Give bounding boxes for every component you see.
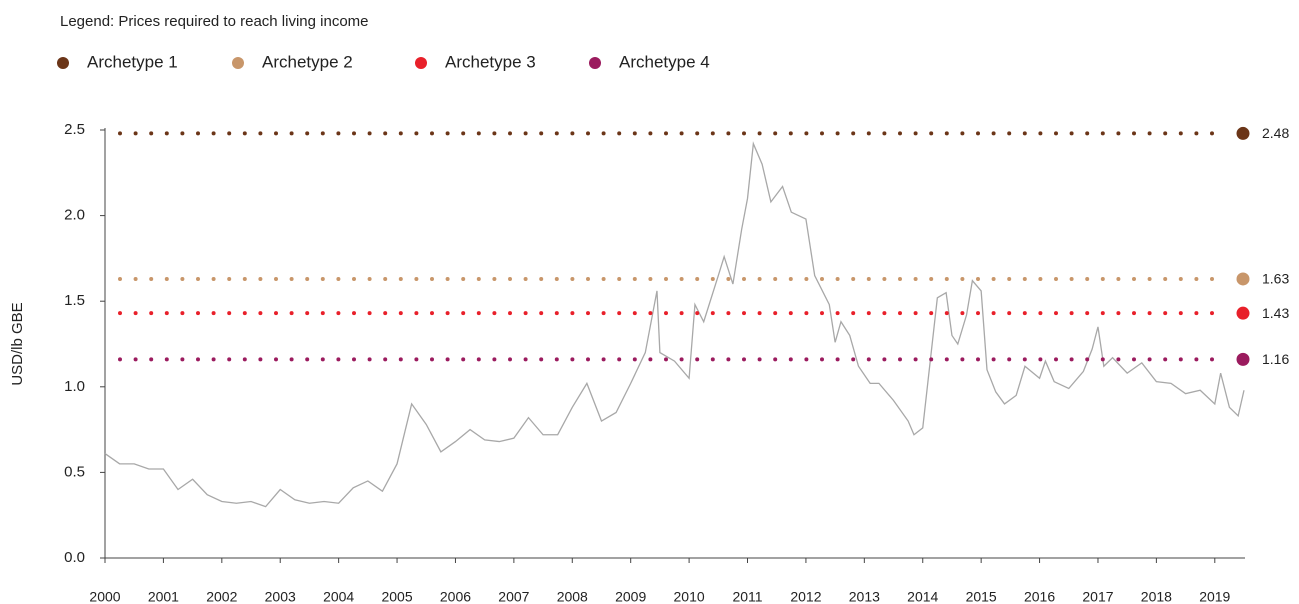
- x-tick-label: 2010: [674, 589, 705, 604]
- reference-value-label: 1.63: [1262, 271, 1289, 287]
- legend-dot: [232, 57, 244, 69]
- x-tick-label: 2018: [1141, 589, 1172, 604]
- x-tick-label: 2007: [498, 589, 529, 604]
- x-tick-label: 2009: [615, 589, 646, 604]
- x-tick-label: 2005: [381, 589, 412, 604]
- x-tick-label: 2012: [790, 589, 821, 604]
- y-tick-label: 1.0: [64, 378, 85, 395]
- x-tick-label: 2011: [732, 589, 762, 604]
- x-tick-label: 2002: [206, 589, 237, 604]
- reference-value-label: 1.43: [1262, 305, 1289, 321]
- x-tick-label: 2000: [89, 589, 120, 604]
- y-tick-label: 0.0: [64, 549, 85, 566]
- reference-value-label: 2.48: [1262, 125, 1289, 141]
- y-tick-label: 2.0: [64, 207, 85, 224]
- y-axis-label: USD/lb GBE: [9, 302, 26, 385]
- x-tick-label: 2008: [557, 589, 588, 604]
- x-tick-label: 2003: [265, 589, 296, 604]
- legend-label: Archetype 4: [619, 52, 710, 71]
- reference-end-dot: [1236, 126, 1250, 140]
- y-tick-label: 0.5: [64, 463, 85, 480]
- legend-title: Legend: Prices required to reach living …: [60, 13, 369, 30]
- price-line: [104, 141, 1245, 508]
- reference-end-dot: [1236, 352, 1250, 366]
- legend-dot: [589, 57, 601, 69]
- y-tick-label: 2.5: [64, 121, 85, 138]
- legend-dot: [415, 57, 427, 69]
- x-tick-label: 2013: [849, 589, 880, 604]
- legend-dot: [57, 57, 69, 69]
- reference-end-dot: [1236, 306, 1250, 320]
- x-tick-label: 2001: [148, 589, 179, 604]
- legend-label: Archetype 3: [445, 52, 536, 71]
- x-tick-label: 2016: [1024, 589, 1055, 604]
- x-tick-label: 2004: [323, 589, 354, 604]
- x-tick-label: 2015: [966, 589, 997, 604]
- y-tick-label: 1.5: [64, 292, 85, 309]
- x-tick-label: 2019: [1199, 589, 1230, 604]
- x-tick-label: 2014: [907, 589, 938, 604]
- reference-end-dot: [1236, 272, 1250, 286]
- legend-label: Archetype 1: [87, 52, 178, 71]
- legend-label: Archetype 2: [262, 52, 353, 71]
- x-tick-label: 2006: [440, 589, 471, 604]
- reference-value-label: 1.16: [1262, 351, 1289, 367]
- x-tick-label: 2017: [1082, 589, 1113, 604]
